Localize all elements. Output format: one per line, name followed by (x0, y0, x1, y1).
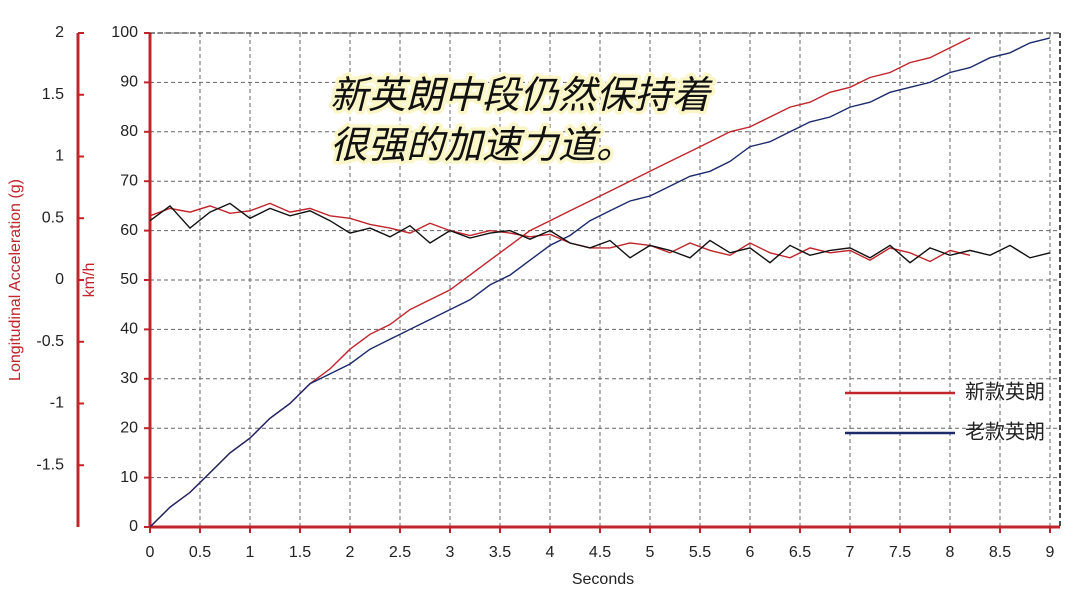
x-tick-label: 5.5 (689, 544, 711, 561)
annotation: 很强的加速力道。 (330, 125, 634, 167)
series-line (149, 202, 971, 263)
y-tick-label: 80 (120, 123, 138, 140)
series-line (149, 202, 1051, 264)
y-tick-label: 100 (111, 24, 138, 41)
y2-tick-label: 1.5 (42, 86, 64, 103)
x-tick-label: 7.5 (889, 544, 911, 561)
y-tick-label: 90 (120, 74, 138, 91)
x-tick-label: 2 (346, 544, 355, 561)
y-tick-label: 30 (120, 370, 138, 387)
x-tick-label: 0.5 (189, 544, 211, 561)
y2-tick-label: -1 (50, 395, 64, 412)
x-tick-label: 0 (146, 544, 155, 561)
x-axis-label: Seconds (572, 571, 634, 588)
x-tick-label: 6 (746, 544, 755, 561)
x-tick-label: 3 (446, 544, 455, 561)
x-tick-label: 3.5 (489, 544, 511, 561)
y2-tick-label: 1 (55, 148, 64, 165)
legend-label: 新款英朗 (965, 380, 1045, 403)
y-tick-label: 40 (120, 321, 138, 338)
x-tick-label: 1.5 (289, 544, 311, 561)
x-tick-label: 2.5 (389, 544, 411, 561)
x-tick-label: 1 (246, 544, 255, 561)
annotation: 新英朗中段仍然保持着 (330, 75, 713, 117)
y-tick-label: 50 (120, 271, 138, 288)
legend-label: 老款英朗 (965, 420, 1045, 443)
y2-tick-label: 2 (55, 24, 64, 41)
y-tick-label: 60 (120, 222, 138, 239)
y2-tick-label: -0.5 (36, 333, 64, 350)
y2-axis-label: Longitudinal Acceleration (g) (7, 179, 24, 381)
x-tick-label: 6.5 (789, 544, 811, 561)
y2-tick-label: 0.5 (42, 209, 64, 226)
y-axis-label: km/h (81, 263, 98, 298)
x-tick-label: 5 (646, 544, 655, 561)
x-tick-label: 9 (1046, 544, 1055, 561)
x-tick-label: 8 (946, 544, 955, 561)
y-tick-label: 0 (129, 518, 138, 535)
x-tick-label: 4 (546, 544, 555, 561)
y-tick-label: 20 (120, 419, 138, 436)
x-tick-label: 8.5 (989, 544, 1011, 561)
y2-tick-label: -1.5 (36, 456, 64, 473)
y-tick-label: 10 (120, 469, 138, 486)
x-tick-label: 7 (846, 544, 855, 561)
series-line (149, 37, 1051, 528)
y-tick-label: 70 (120, 172, 138, 189)
y2-tick-label: 0 (55, 271, 64, 288)
x-tick-label: 4.5 (589, 544, 611, 561)
